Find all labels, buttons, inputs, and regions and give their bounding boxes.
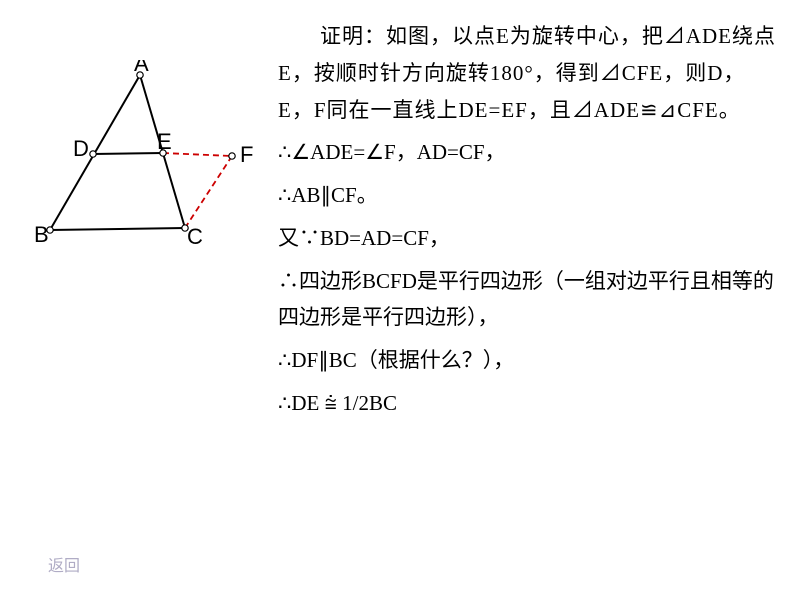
return-link[interactable]: 返回	[48, 552, 80, 576]
geometry-figure: A B C D E F	[30, 60, 260, 260]
proof-text-block: 证明：如图，以点E为旋转中心，把⊿ADE绕点E，按顺时针方向旋转180°，得到⊿…	[278, 18, 778, 428]
svg-text:E: E	[157, 129, 172, 154]
proof-line-4: 又∵BD=AD=CF，	[278, 220, 778, 257]
proof-line-7: ∴DE ⩭ 1/2BC	[278, 385, 778, 422]
proof-line-5: ∴四边形BCFD是平行四边形（一组对边平行且相等的四边形是平行四边形），	[278, 263, 778, 337]
svg-text:A: A	[134, 60, 149, 76]
proof-line-3: ∴AB∥CF。	[278, 177, 778, 214]
proof-line-6: ∴DF∥BC（根据什么？），	[278, 342, 778, 379]
proof-line-1: 证明：如图，以点E为旋转中心，把⊿ADE绕点E，按顺时针方向旋转180°，得到⊿…	[278, 18, 778, 128]
svg-text:B: B	[34, 222, 49, 247]
svg-text:F: F	[240, 142, 253, 167]
proof-line-2: ∴∠ADE=∠F，AD=CF，	[278, 134, 778, 171]
svg-text:D: D	[73, 136, 89, 161]
svg-text:C: C	[187, 224, 203, 249]
